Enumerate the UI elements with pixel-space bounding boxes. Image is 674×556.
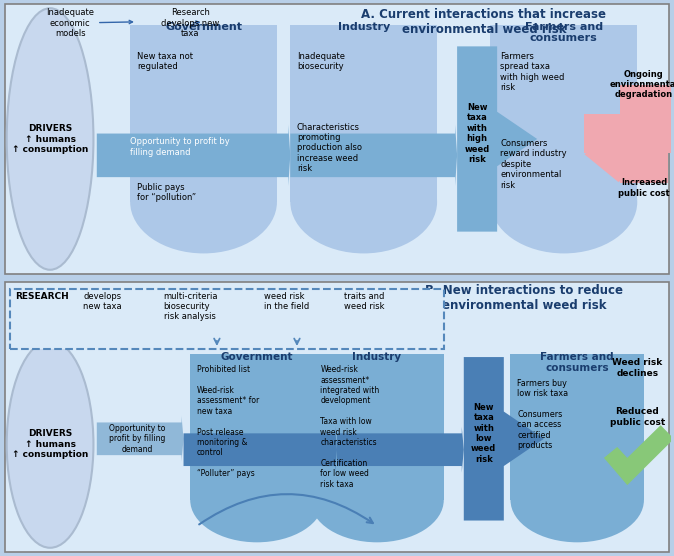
Ellipse shape xyxy=(190,458,324,542)
FancyBboxPatch shape xyxy=(5,282,669,552)
Text: Farmers
spread taxa
with high weed
risk: Farmers spread taxa with high weed risk xyxy=(501,52,565,92)
Text: Government: Government xyxy=(220,351,293,361)
Text: Government: Government xyxy=(165,22,242,32)
Polygon shape xyxy=(604,425,674,485)
Polygon shape xyxy=(290,125,457,186)
Text: weed risk
in the field: weed risk in the field xyxy=(264,292,309,311)
Text: Increased
public cost: Increased public cost xyxy=(618,178,670,198)
Text: Weed-risk
assessment*
integrated with
development

Taxa with low
weed risk
chara: Weed-risk assessment* integrated with de… xyxy=(320,365,379,489)
Text: Prohibited list

Weed-risk
assessment* for
new taxa

Post release
monitoring &
c: Prohibited list Weed-risk assessment* fo… xyxy=(197,365,259,478)
Text: RESEARCH: RESEARCH xyxy=(16,292,69,301)
Text: DRIVERS
↑ humans
↑ consumption: DRIVERS ↑ humans ↑ consumption xyxy=(12,429,88,459)
FancyBboxPatch shape xyxy=(290,24,437,202)
Ellipse shape xyxy=(510,458,644,542)
Ellipse shape xyxy=(290,151,437,254)
Text: New
taxa
with
high
weed
risk: New taxa with high weed risk xyxy=(464,103,490,164)
Ellipse shape xyxy=(130,151,277,254)
Text: New
taxa
with
low
weed
risk: New taxa with low weed risk xyxy=(471,403,497,464)
Text: Inadequate
economic
models: Inadequate economic models xyxy=(46,8,133,38)
Polygon shape xyxy=(584,114,674,153)
FancyBboxPatch shape xyxy=(10,289,443,349)
Polygon shape xyxy=(337,427,464,473)
Text: Weed risk
declines: Weed risk declines xyxy=(612,358,663,378)
Text: traits and
weed risk: traits and weed risk xyxy=(344,292,384,311)
Polygon shape xyxy=(457,46,537,232)
Text: A. Current interactions that increase
environmental weed risk: A. Current interactions that increase en… xyxy=(361,8,607,36)
Ellipse shape xyxy=(491,151,638,254)
Polygon shape xyxy=(464,357,544,520)
Text: Industry: Industry xyxy=(338,22,390,32)
Polygon shape xyxy=(97,416,183,461)
Text: Opportunity to
profit by filling
demand: Opportunity to profit by filling demand xyxy=(109,424,165,454)
Text: B. New interactions to reduce
environmental weed risk: B. New interactions to reduce environmen… xyxy=(425,284,623,311)
Polygon shape xyxy=(183,427,337,473)
Polygon shape xyxy=(97,125,290,186)
Ellipse shape xyxy=(7,341,94,548)
FancyBboxPatch shape xyxy=(310,354,443,500)
FancyBboxPatch shape xyxy=(130,24,277,202)
Text: Farmers and
consumers: Farmers and consumers xyxy=(525,22,603,43)
Text: Characteristics
promoting
production also
increase weed
risk: Characteristics promoting production als… xyxy=(297,123,362,173)
FancyBboxPatch shape xyxy=(510,354,644,500)
Text: New taxa not
regulated: New taxa not regulated xyxy=(137,52,193,71)
Polygon shape xyxy=(620,85,668,182)
FancyBboxPatch shape xyxy=(5,4,669,274)
FancyBboxPatch shape xyxy=(491,24,638,202)
Text: Consumers
reward industry
despite
environmental
risk: Consumers reward industry despite enviro… xyxy=(501,139,567,190)
Text: Industry: Industry xyxy=(353,351,402,361)
Text: Opportunity to profit by
filling demand: Opportunity to profit by filling demand xyxy=(130,137,230,157)
Polygon shape xyxy=(584,85,674,182)
Text: Public pays
for “pollution”: Public pays for “pollution” xyxy=(137,182,196,202)
Text: Research
develops new
taxa: Research develops new taxa xyxy=(161,8,219,38)
Text: Ongoing
environmental
degradation: Ongoing environmental degradation xyxy=(609,70,674,100)
Text: Farmers and
consumers: Farmers and consumers xyxy=(541,351,614,373)
Text: develops
new taxa: develops new taxa xyxy=(84,292,122,311)
FancyBboxPatch shape xyxy=(190,354,324,500)
Text: Reduced
public cost: Reduced public cost xyxy=(610,408,665,426)
Text: multi-criteria
biosecurity
risk analysis: multi-criteria biosecurity risk analysis xyxy=(164,292,218,321)
Text: Inadequate
biosecurity: Inadequate biosecurity xyxy=(297,52,345,71)
Text: Farmers buy
low risk taxa

Consumers
can access
certified
products: Farmers buy low risk taxa Consumers can … xyxy=(517,379,568,450)
Ellipse shape xyxy=(310,458,443,542)
Ellipse shape xyxy=(7,8,94,270)
Text: DRIVERS
↑ humans
↑ consumption: DRIVERS ↑ humans ↑ consumption xyxy=(12,124,88,154)
